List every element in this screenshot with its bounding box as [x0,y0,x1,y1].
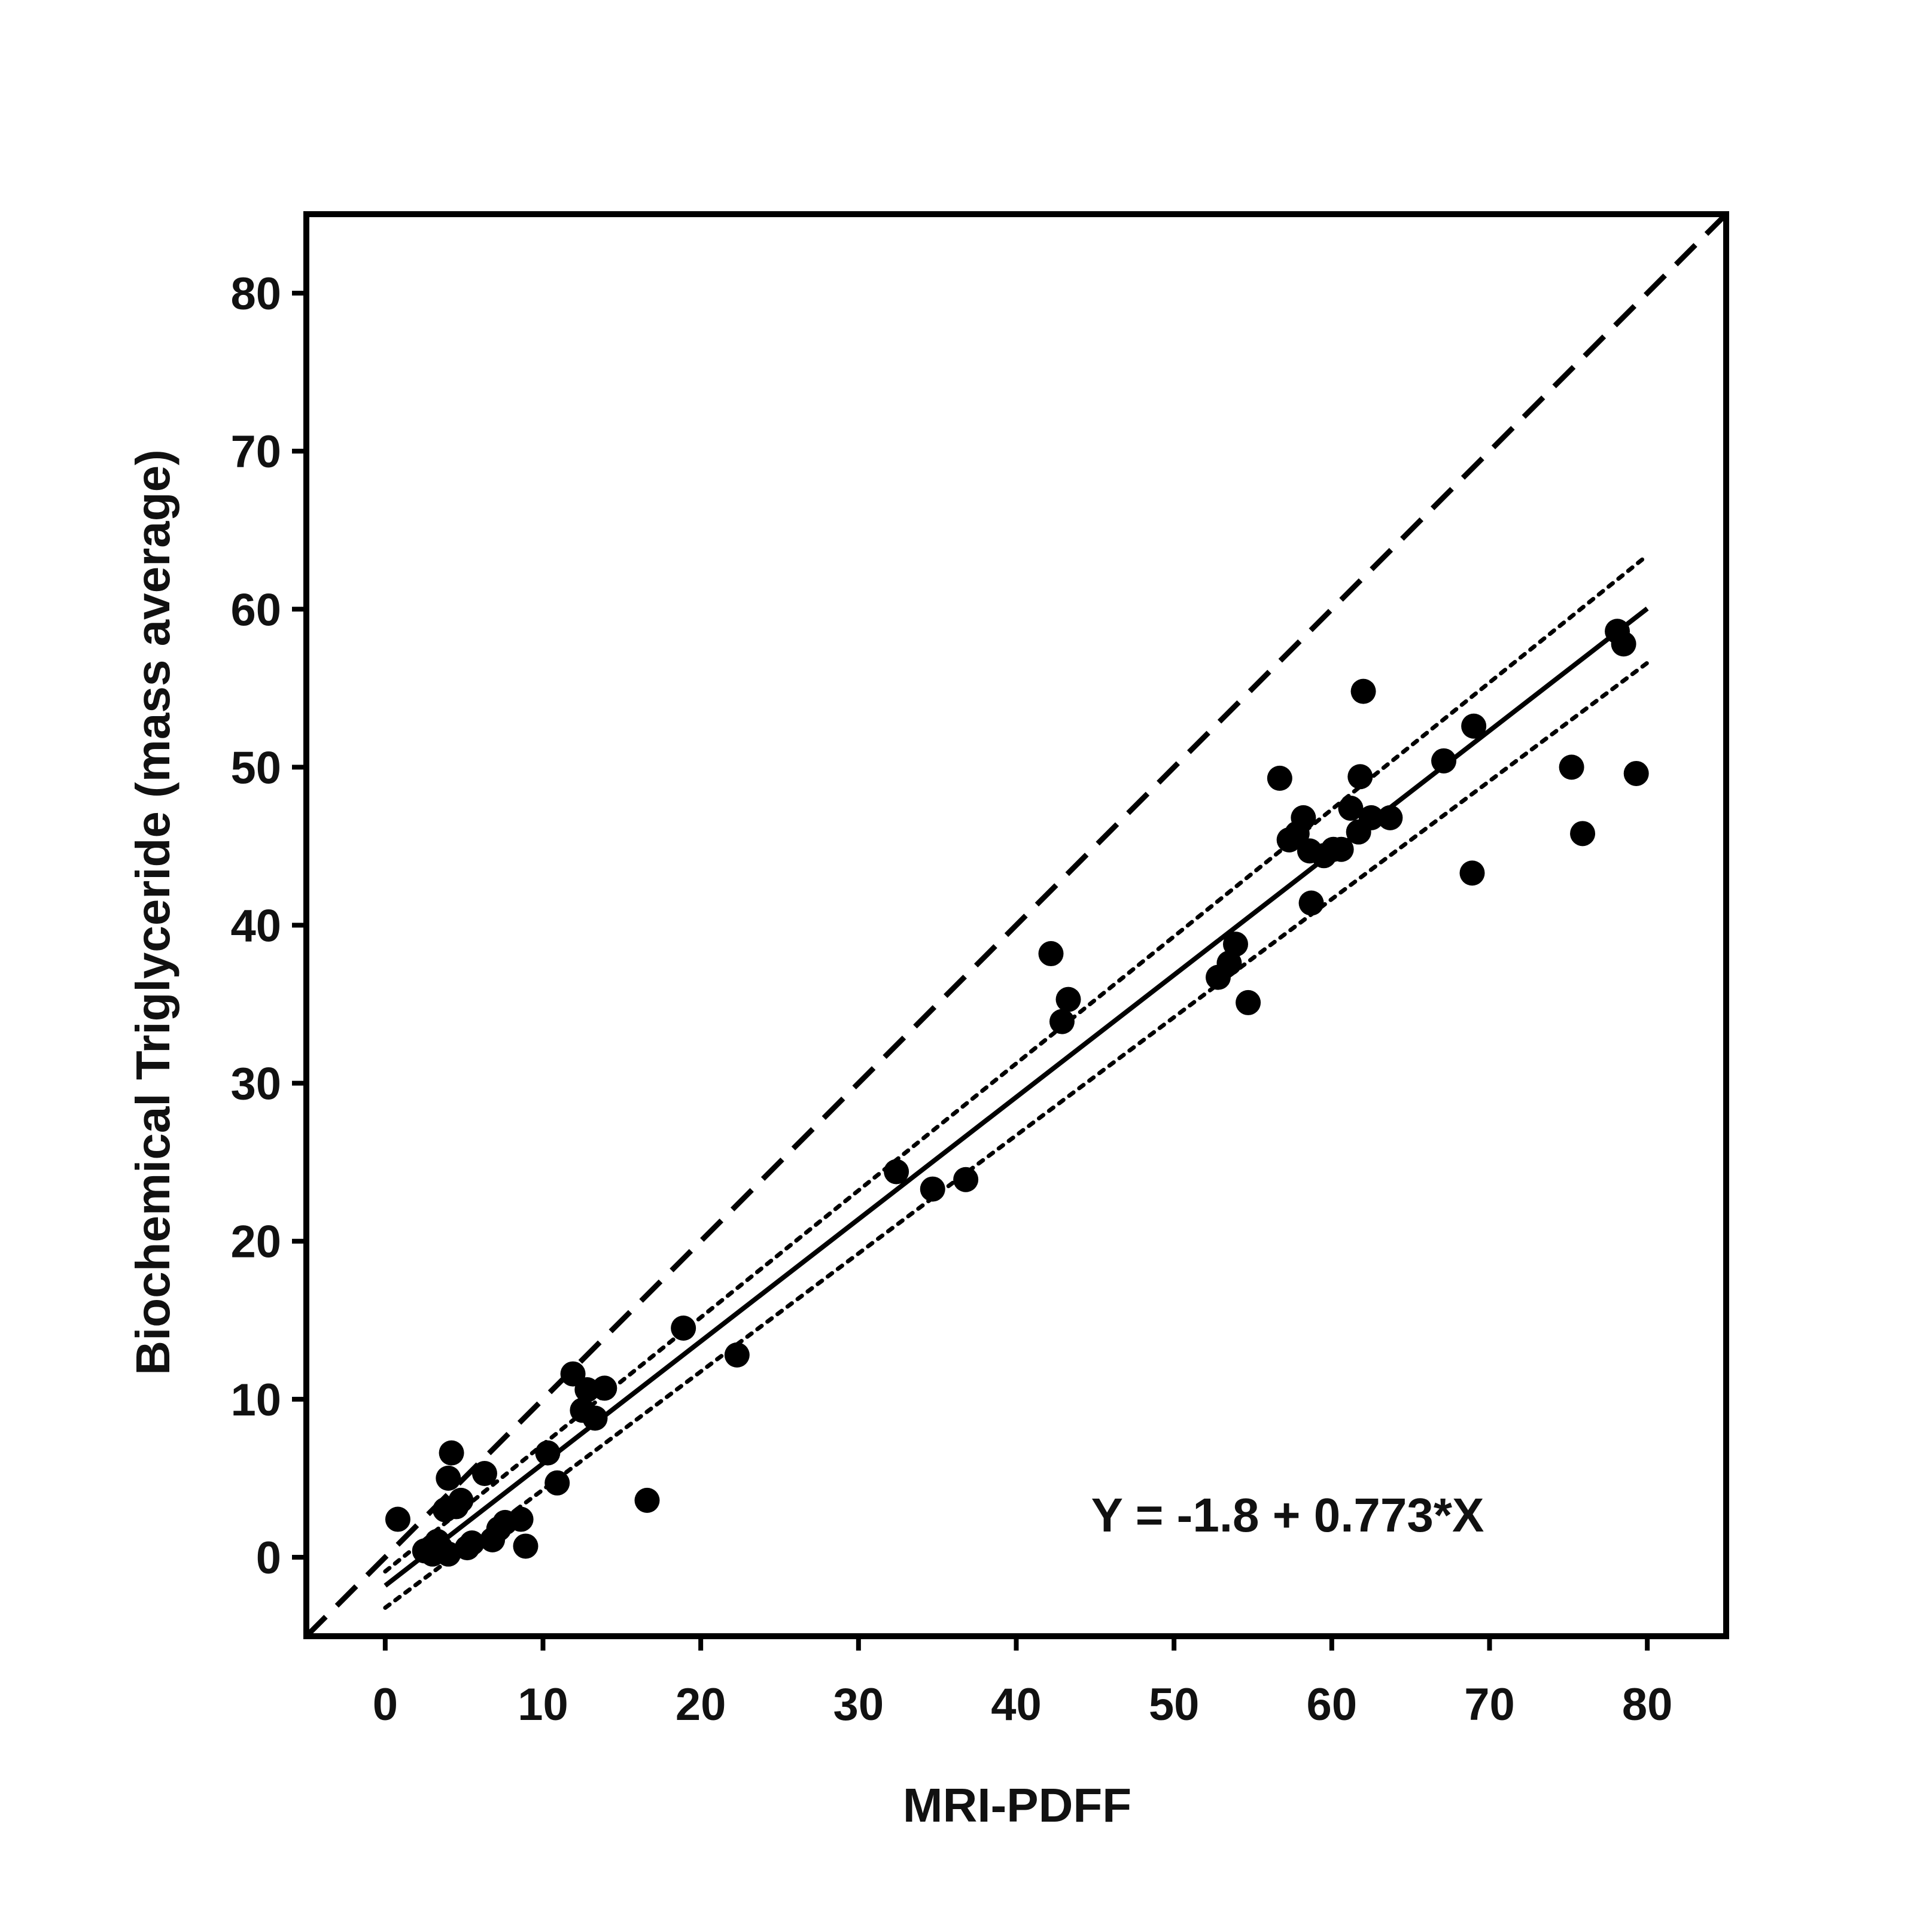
data-point [535,1440,561,1466]
data-point [1431,748,1457,774]
data-point [884,1159,909,1185]
y-tick-label: 20 [230,1217,281,1268]
data-point [582,1405,608,1431]
y-tick-label: 50 [230,742,281,793]
x-tick-label: 50 [1149,1679,1200,1730]
data-point [1338,796,1364,821]
data-point [1459,860,1485,886]
data-point [1559,754,1584,780]
data-point [436,1465,461,1491]
data-point [634,1487,660,1513]
x-tick-label: 40 [991,1679,1042,1730]
confidence-band-lower [383,660,1650,1610]
data-point [1377,805,1403,830]
data-point [1350,678,1376,704]
data-point [1358,805,1384,830]
data-point [439,1440,464,1466]
data-point [459,1530,485,1556]
x-tick-label: 70 [1464,1679,1515,1730]
y-axis-ticks: 0 10 20 30 40 50 60 70 80 [230,269,306,1584]
data-points-layer [385,619,1649,1567]
regression-equation-label: Y = -1.8 + 0.773*X [1091,1488,1484,1542]
data-point [508,1506,534,1532]
data-point [1291,805,1316,830]
data-point [592,1375,617,1401]
data-point [1461,713,1487,739]
x-tick-label: 60 [1307,1679,1358,1730]
x-tick-label: 30 [833,1679,884,1730]
y-tick-label: 80 [230,269,281,319]
data-point [1623,760,1649,786]
identity-line [304,212,1729,1639]
data-point [1038,941,1064,967]
data-point [448,1487,474,1513]
data-point [1328,836,1354,862]
y-tick-label: 30 [230,1059,281,1110]
y-tick-label: 10 [230,1375,281,1426]
data-point [724,1342,750,1368]
data-point [1347,764,1373,790]
data-point [1267,765,1292,791]
data-point [1049,1009,1075,1034]
data-point [513,1533,538,1559]
data-point [471,1460,497,1486]
x-tick-label: 80 [1622,1679,1673,1730]
data-point [1222,931,1248,957]
y-tick-label: 40 [230,901,281,952]
data-point [953,1167,979,1192]
identity-line-layer [304,212,1729,1639]
data-point [436,1541,461,1567]
y-axis-title: Biochemical Triglyceride (mass average) [126,449,179,1375]
data-point [671,1315,696,1341]
x-axis-ticks: 0 10 20 30 40 50 60 70 80 [373,1636,1673,1730]
y-tick-label: 70 [230,427,281,477]
confidence-band-upper [383,553,1650,1574]
x-axis-title: MRI-PDFF [903,1779,1131,1832]
y-tick-label: 0 [256,1533,281,1584]
data-point [1570,821,1596,847]
x-tick-label: 10 [518,1679,568,1730]
data-point [1236,990,1261,1015]
data-point [385,1506,410,1532]
data-point [1055,987,1081,1012]
confidence-band-layer [383,553,1650,1610]
data-point [1611,631,1636,657]
data-point [1216,950,1242,976]
data-point [544,1470,570,1496]
data-point [1298,890,1324,916]
x-tick-label: 20 [676,1679,726,1730]
x-tick-label: 0 [373,1679,398,1730]
y-tick-label: 60 [230,584,281,635]
data-point [920,1176,945,1202]
